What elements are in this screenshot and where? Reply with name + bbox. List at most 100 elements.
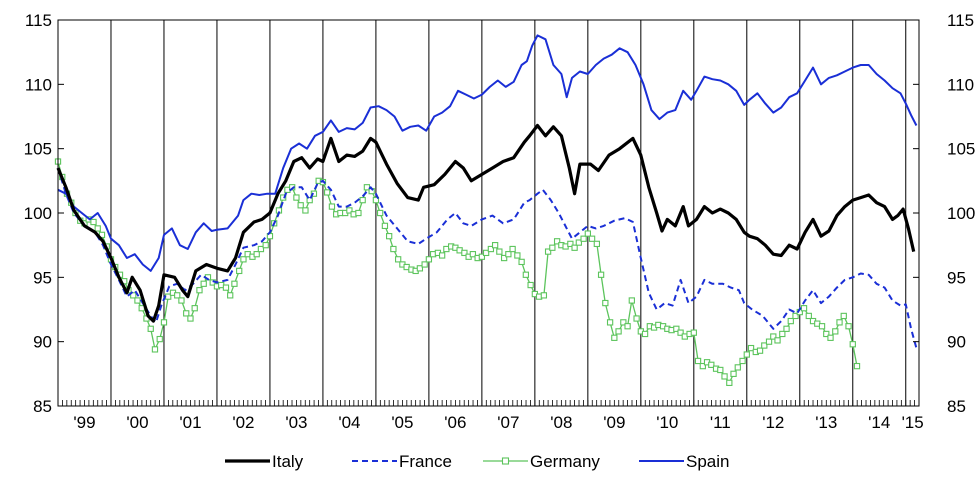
data-point-germany [500,254,508,262]
data-point-germany [845,323,852,330]
data-point-germany [346,207,353,214]
minor-ticks [57,400,920,406]
x-tick-label: '06 [444,413,466,432]
x-tick-label: '15 [902,413,924,432]
x-tick-label: '02 [232,413,254,432]
data-point-germany [567,240,574,248]
y-tick-label-right: 105 [947,140,975,159]
data-point-germany [156,335,163,343]
data-point-germany [376,209,384,217]
data-point-germany [615,328,622,335]
data-point-germany [774,337,781,344]
data-point-germany [832,328,839,335]
legend-marker-germany [501,457,510,465]
data-point-germany [328,203,336,210]
data-point-germany [240,256,247,263]
x-axis-labels: '99 '00 '01 '02 '03 '04 '05 '06 '07 '08 '09 '10 '11 '… [73,413,923,432]
data-point-germany [390,245,397,253]
data-point-germany [747,344,755,352]
data-point-germany [257,245,265,253]
data-point-germany [191,305,198,312]
data-point-germany [611,334,618,341]
data-point-germany [628,297,635,304]
data-point-germany [593,240,601,248]
data-point-germany [518,258,525,266]
data-point-germany [130,292,137,299]
data-point-germany [355,209,362,217]
data-point-germany [553,238,561,245]
data-point-germany [730,370,737,377]
data-point-germany [302,207,309,214]
x-tick-label: '08 [550,413,572,432]
data-point-germany [580,235,587,242]
x-tick-label: '12 [762,413,784,432]
legend-label-germany: Germany [530,452,600,471]
data-point-germany [624,323,631,330]
data-point-germany [770,333,777,340]
y-tick-label-left: 105 [24,140,52,159]
series-line-germany [57,161,858,384]
data-point-germany [522,271,530,278]
x-tick-label: '04 [338,413,360,432]
data-point-germany [509,245,516,253]
y-tick-label-right: 85 [947,397,966,416]
data-point-germany [765,338,773,345]
data-point-germany [787,317,794,325]
data-point-germany [620,319,627,326]
x-tick-label: '07 [497,413,519,432]
data-point-germany [236,267,243,275]
data-point-germany [818,323,826,330]
data-point-germany [690,329,697,336]
data-point-germany [840,312,847,320]
data-point-germany [641,330,649,338]
data-point-germany [496,248,503,255]
data-point-germany [280,194,287,201]
data-point-germany [514,252,521,259]
x-tick-label: '99 [73,413,95,432]
y-tick-label-left: 110 [25,75,52,94]
series-line-spain [57,34,918,272]
y-axis-left: 85 90 95 100 105 110 115 [24,11,64,416]
data-point-germany [324,189,331,196]
y-tick-label-left: 115 [25,11,52,30]
data-point-germany [783,325,790,332]
data-point-germany [469,251,477,258]
legend: Italy France Germany Spain [225,452,729,471]
legend-label-france: France [399,452,452,471]
x-tick-label: '05 [391,413,413,432]
data-point-germany [134,297,141,304]
x-tick-label: '14 [868,413,890,432]
data-point-germany [438,252,446,259]
data-point-germany [571,244,578,251]
data-point-germany [673,325,680,332]
data-point-germany [699,362,706,370]
data-point-germany [756,347,764,354]
data-point-germany [853,362,861,370]
x-tick-label: '13 [815,413,837,432]
data-point-germany [505,251,512,258]
y-tick-label-left: 95 [33,268,52,287]
data-point-germany [779,330,786,338]
data-point-germany [262,242,269,249]
data-point-germany [178,297,185,304]
data-point-germany [575,239,582,246]
data-point-germany [726,379,733,386]
data-point-germany [588,235,596,242]
data-point-germany [94,225,101,232]
data-point-germany [416,265,424,272]
data-point-germany [386,233,393,240]
x-tick-label: '01 [179,413,201,432]
data-point-germany [187,315,194,322]
data-point-germany [381,222,389,230]
y-tick-label-left: 90 [33,333,52,352]
data-point-germany [421,261,428,268]
data-point-germany [708,361,715,368]
y-tick-label-right: 110 [947,75,974,94]
y-tick-label-left: 100 [24,204,52,223]
data-point-germany [231,280,238,287]
data-point-germany [677,329,684,336]
data-point-germany [200,280,207,287]
data-point-germany [827,334,834,341]
data-point-germany [800,305,808,312]
